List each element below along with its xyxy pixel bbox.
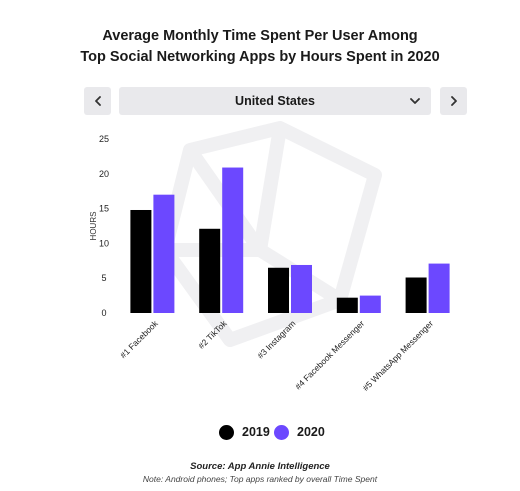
bars-group: [130, 167, 450, 313]
chart-title: Average Monthly Time Spent Per User Amon…: [0, 26, 520, 68]
y-axis-title-group: HOURS: [89, 212, 98, 241]
x-tick-label: #4 Facebook Messenger: [293, 318, 366, 391]
bar-2020-4: [359, 295, 381, 313]
chart-note: Note: Android phones; Top apps ranked by…: [142, 474, 378, 484]
y-axis-ticks: 0 5 10 15 20 25: [99, 134, 109, 318]
bar-2020-3: [291, 264, 312, 313]
legend-swatch-2020: [274, 424, 289, 440]
chevron-down-icon: [410, 98, 420, 104]
x-tick-label: #1 Facebook: [118, 318, 160, 360]
bar-2019-4: [336, 297, 358, 313]
bar-2019-5: [405, 277, 427, 313]
y-axis-title: HOURS: [89, 212, 98, 241]
y-tick-label: 5: [101, 273, 106, 283]
bar-2020-1: [153, 194, 175, 313]
bar-2019-2: [199, 228, 221, 313]
country-dropdown[interactable]: United States: [119, 87, 431, 115]
y-tick-label: 15: [99, 204, 109, 214]
x-tick-label: #5 WhatsApp Messenger: [360, 318, 435, 393]
y-tick-label: 0: [101, 308, 106, 318]
legend-item-2020: 2020: [274, 422, 325, 442]
legend-label-2020: 2020: [297, 425, 325, 439]
legend-swatch-2019: [219, 424, 234, 440]
chevron-left-icon: [94, 96, 101, 106]
bar-2020-5: [428, 263, 450, 313]
y-tick-label: 25: [99, 134, 109, 144]
previous-country-button[interactable]: [84, 87, 111, 115]
bar-2020-2: [222, 167, 244, 313]
bar-2019-3: [268, 267, 289, 313]
legend-label-2019: 2019: [242, 425, 270, 439]
next-country-button[interactable]: [440, 87, 467, 115]
chart-title-line-1: Average Monthly Time Spent Per User Amon…: [102, 28, 418, 44]
bar-2019-1: [130, 209, 152, 313]
legend-item-2019: 2019: [219, 422, 270, 442]
y-tick-label: 20: [99, 169, 109, 179]
chart-title-line-2: Top Social Networking Apps by Hours Spen…: [80, 49, 440, 65]
country-dropdown-value: United States: [235, 94, 315, 108]
y-tick-label: 10: [99, 238, 109, 248]
chevron-right-icon: [450, 96, 457, 106]
chart-source: Source: App Annie Intelligence: [190, 461, 330, 472]
